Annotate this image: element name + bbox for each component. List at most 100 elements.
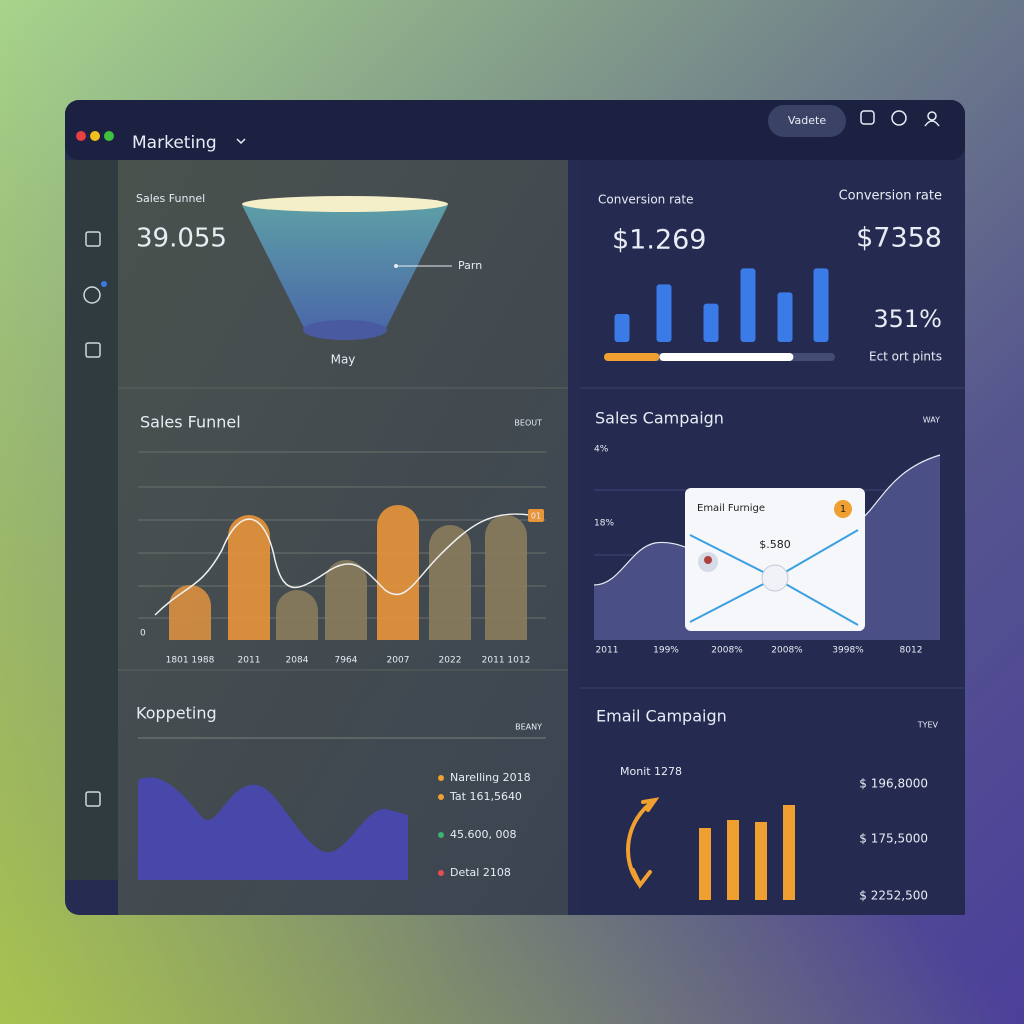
icon-user[interactable]	[924, 111, 940, 127]
max-dot[interactable]	[104, 131, 114, 141]
funnel-shape	[242, 205, 448, 330]
sidebar-icon[interactable]	[83, 286, 101, 304]
bar	[783, 805, 795, 900]
panel-percent: 351%	[873, 305, 942, 333]
window-title: Marketing	[132, 133, 217, 153]
sidebar-icon[interactable]	[85, 791, 101, 807]
panel-label: Conversion rate	[598, 193, 693, 207]
x-label: 2008%	[711, 646, 743, 656]
panel-tag: WAY	[923, 416, 940, 425]
bar	[813, 268, 829, 342]
email-panel: Email Campaign TYEV Monit 1278 $ 196,800…	[596, 707, 939, 903]
zero-label: 0	[140, 629, 146, 639]
legend-label: 45.600, 008	[450, 828, 516, 841]
sales-campaign-chart: Sales Campaign WAY 4% 18% Email Furnige …	[593, 409, 941, 656]
x-label: 199%	[653, 646, 679, 656]
panel-tag: TYEV	[917, 721, 939, 730]
window: Marketing Vadete	[65, 100, 965, 915]
bar	[656, 284, 672, 342]
x-label: 2008%	[771, 646, 803, 656]
bar	[777, 292, 793, 342]
legend-dot	[438, 870, 444, 876]
bar	[755, 822, 767, 900]
x-label: 3998%	[832, 646, 864, 656]
legend-label: Detal 2108	[450, 866, 511, 879]
wave-area	[138, 777, 408, 880]
x-label: 2011	[238, 656, 261, 666]
bars: 1801 1988 2011 2084 7964 2007 2022 2011 1012	[166, 505, 531, 666]
dropdown-chevron[interactable]	[236, 138, 246, 145]
progress-segment	[659, 353, 794, 361]
conversion-panel: Conversion rate Conversion rate $1.269 $…	[598, 189, 942, 364]
x-label: 8012	[900, 646, 923, 656]
kopperting-panel: Koppeting BEANY Narelling 2018 Tat 161,56…	[136, 704, 546, 880]
panel-value: $7358	[856, 223, 942, 254]
panel-label: Conversion rate	[839, 189, 942, 204]
bar	[377, 505, 419, 640]
card[interactable]	[685, 488, 865, 631]
card-title: Email Furnige	[697, 503, 765, 514]
funnel-caption: May	[331, 353, 356, 367]
x-label: 2011	[596, 646, 619, 656]
title-bar	[65, 100, 965, 160]
x-label: 7964	[335, 656, 358, 666]
bar	[169, 585, 211, 640]
legend-dot	[438, 794, 444, 800]
panel-tag: BEOUT	[514, 419, 542, 428]
legend-label: Tat 161,5640	[449, 790, 522, 803]
sidebar-icon[interactable]	[85, 342, 101, 358]
value-label: $ 2252,500	[859, 889, 928, 903]
min-dot[interactable]	[90, 131, 100, 141]
bar	[703, 303, 719, 342]
legend-dot	[438, 775, 444, 781]
x-label: 2007	[387, 656, 410, 666]
panel-title: Sales Campaign	[595, 409, 724, 428]
button[interactable]	[768, 105, 846, 137]
arrow-icon	[626, 797, 660, 889]
badge-label: 01	[531, 512, 541, 521]
sidebar-icon[interactable]	[85, 231, 101, 247]
bar	[727, 820, 739, 900]
funnel-base	[303, 320, 387, 340]
panel-title: Koppeting	[136, 704, 217, 723]
legend-label: Narelling 2018	[450, 771, 531, 784]
envelope-seal	[761, 564, 789, 592]
card-badge-label: 1	[840, 504, 846, 515]
funnel-panel: Sales Funnel 39.055 Parn May	[136, 192, 482, 367]
panel-value: $1.269	[612, 225, 706, 256]
bar	[276, 590, 318, 640]
panel-tag: BEANY	[515, 723, 542, 732]
value-label: $ 196,8000	[859, 777, 928, 791]
legend-dot	[438, 832, 444, 838]
icon-clock[interactable]	[891, 110, 907, 126]
card-badge	[834, 500, 852, 518]
annotation: Parn	[458, 259, 482, 272]
icon-calendar[interactable]	[860, 110, 875, 125]
bar	[325, 560, 367, 640]
value-label: $ 175,5000	[859, 832, 928, 846]
x-label: 2084	[286, 656, 309, 666]
bar	[485, 515, 527, 640]
x-label: 2011 1012	[482, 656, 531, 666]
card-value: $.580	[759, 538, 791, 551]
close-dot[interactable]	[76, 131, 86, 141]
y-label: 4%	[594, 445, 609, 455]
panel-label: Monit 1278	[620, 765, 682, 778]
bar	[699, 828, 711, 900]
panel-label: Sales Funnel	[136, 192, 205, 205]
trend-line	[154, 513, 531, 616]
progress-segment	[604, 353, 660, 361]
button-label[interactable]: Vadete	[788, 114, 826, 127]
x-label: 1801 1988	[166, 656, 215, 666]
panel-title: Email Campaign	[596, 707, 727, 726]
panel-note: Ect ort pints	[869, 350, 942, 364]
sidebar	[65, 160, 118, 880]
x-label: 2022	[439, 656, 462, 666]
bar	[614, 314, 630, 342]
y-label: 18%	[594, 519, 614, 529]
sales-funnel-chart: Sales Funnel BEOUT 0 1801 1988 2011 2084 79…	[138, 413, 546, 666]
panel-value: 39.055	[136, 224, 227, 254]
panel-title: Sales Funnel	[140, 413, 241, 432]
bar	[429, 525, 471, 640]
